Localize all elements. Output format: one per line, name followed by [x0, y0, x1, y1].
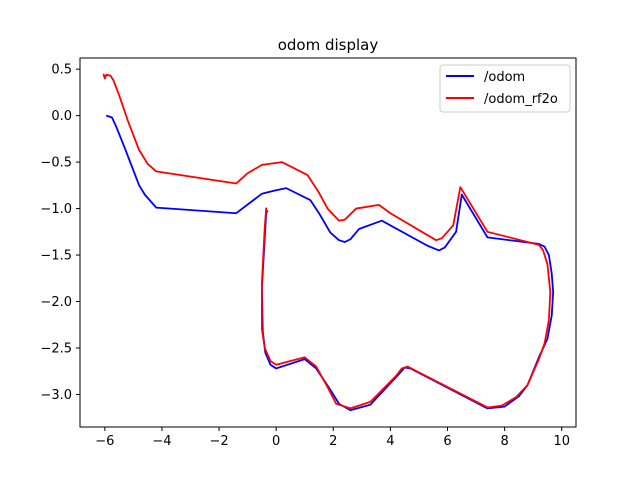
plot-series — [102, 73, 555, 412]
y-tick-label: −2.5 — [40, 341, 72, 356]
y-tick-label: 0.5 — [51, 63, 72, 78]
legend-odom-label: /odom — [484, 70, 525, 85]
x-tick-label: −2 — [209, 434, 228, 449]
x-tick-label: −6 — [95, 434, 114, 449]
y-tick-label: 0.0 — [51, 109, 72, 124]
chart-title: odom display — [278, 36, 379, 54]
plot-area-frame — [79, 57, 577, 428]
x-tick-label: 4 — [386, 434, 394, 449]
x-tick-label: 2 — [329, 434, 337, 449]
x-tick-label: 6 — [443, 434, 451, 449]
legend-odom-rf2o-label: /odom_rf2o — [484, 92, 558, 107]
y-tick-label: −1.5 — [40, 249, 72, 264]
x-tick-label: 8 — [500, 434, 508, 449]
y-tick-label: −3.0 — [40, 388, 72, 403]
series-line-odom-rf2o — [102, 73, 552, 410]
x-tick-label: 0 — [272, 434, 280, 449]
x-axis-ticks: −6 −4 −2 0 2 4 6 8 10 — [95, 427, 570, 449]
y-tick-label: −1.0 — [40, 202, 72, 217]
y-axis-ticks: 0.5 0.0 −0.5 −1.0 −1.5 −2.0 −2.5 −3.0 — [40, 63, 80, 403]
y-tick-label: −2.0 — [40, 295, 72, 310]
x-tick-label: −4 — [152, 434, 171, 449]
x-tick-label: 10 — [553, 434, 570, 449]
legend: /odom /odom_rf2o — [439, 64, 571, 113]
y-tick-label: −0.5 — [40, 156, 72, 171]
